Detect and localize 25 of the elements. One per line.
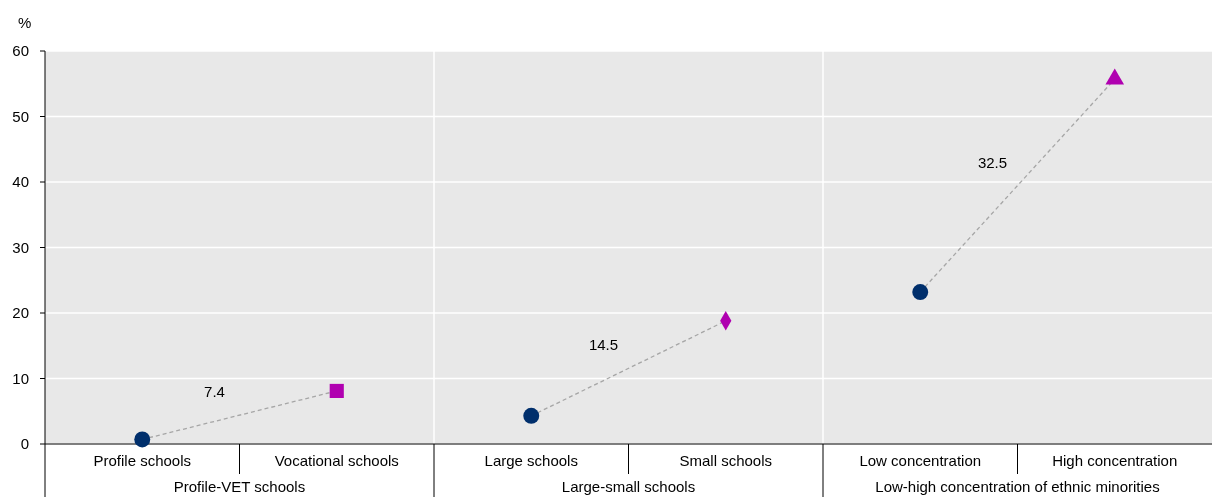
y-tick-label: 0 — [20, 435, 29, 453]
point — [912, 284, 929, 300]
annotation: 14.5 — [588, 336, 619, 354]
x-tick-label: High concentration — [1052, 452, 1178, 469]
text: Low-high concentration of ethnic minorities — [875, 478, 1160, 495]
point — [329, 383, 344, 399]
y-tick-label: 10 — [12, 369, 29, 387]
x-tick-label: Profile schools — [93, 452, 192, 469]
point — [1105, 68, 1125, 85]
x-tick-label: Small schools — [679, 452, 773, 469]
annotation: 32.5 — [977, 153, 1008, 171]
y-tick-label: 20 — [12, 304, 29, 322]
point — [523, 407, 540, 424]
annotation: 7.4 — [204, 383, 225, 401]
x-tick-label: Vocational schools — [274, 452, 399, 469]
point — [134, 431, 151, 448]
text: Large-small schools — [561, 478, 696, 495]
y-axis-title: % — [18, 14, 32, 31]
x-tick-label: Low concentration — [859, 452, 982, 469]
y-tick-label: 60 — [12, 42, 29, 60]
y-tick-label: 40 — [12, 173, 29, 191]
y-tick-label: 50 — [12, 107, 29, 125]
y-tick-label: 30 — [12, 238, 29, 256]
text: Profile-VET schools — [173, 478, 306, 495]
x-tick-label: Large schools — [484, 452, 578, 469]
